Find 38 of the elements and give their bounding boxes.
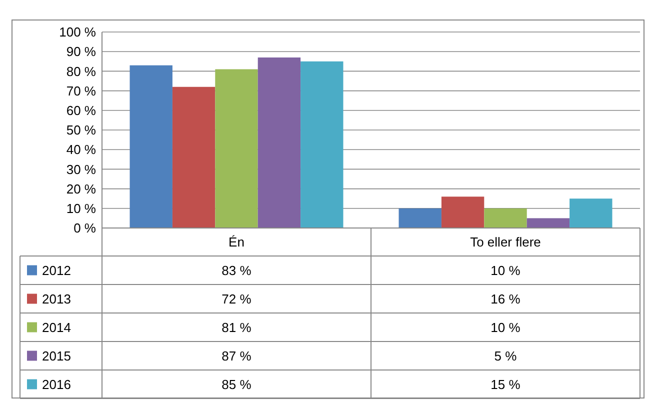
bar bbox=[130, 65, 172, 228]
bar bbox=[300, 61, 344, 228]
bar bbox=[484, 208, 527, 228]
bar bbox=[398, 208, 442, 228]
data-label: 72 % bbox=[222, 291, 252, 306]
y-tick-label: 0 % bbox=[74, 220, 96, 236]
data-label: 5 % bbox=[494, 348, 518, 364]
y-tick-label: 70 % bbox=[66, 83, 96, 98]
bar bbox=[441, 196, 484, 228]
bar bbox=[258, 57, 301, 228]
data-label: 15 % bbox=[490, 376, 521, 392]
data-label: 85 % bbox=[222, 376, 252, 392]
y-tick-label: 90 % bbox=[66, 44, 96, 60]
y-tick-label: 40 % bbox=[66, 142, 96, 158]
bar bbox=[526, 218, 570, 228]
y-tick-label: 60 % bbox=[66, 102, 96, 118]
y-tick-label: 80 % bbox=[66, 64, 96, 79]
bar bbox=[215, 69, 258, 228]
x-tick-label: Én bbox=[228, 234, 244, 250]
data-label: 87 % bbox=[222, 348, 252, 364]
bar bbox=[570, 198, 612, 228]
y-tick-label: 100 % bbox=[59, 24, 96, 40]
y-tick-label: 20 % bbox=[66, 181, 96, 196]
data-label: 81 % bbox=[222, 320, 252, 335]
y-tick-label: 30 % bbox=[66, 162, 96, 177]
data-label: 83 % bbox=[222, 262, 252, 278]
x-tick-label: To eller flere bbox=[470, 234, 541, 250]
legend-label: 2013 bbox=[42, 291, 71, 306]
legend-label: 2015 bbox=[42, 348, 71, 364]
data-label: 10 % bbox=[490, 320, 521, 335]
legend-label: 2016 bbox=[42, 376, 71, 392]
data-label: 16 % bbox=[490, 291, 521, 306]
legend-label: 2012 bbox=[42, 262, 71, 278]
data-label: 10 % bbox=[490, 262, 521, 278]
legend-label: 2014 bbox=[42, 320, 71, 335]
y-tick-label: 50 % bbox=[66, 122, 96, 138]
y-tick-label: 10 % bbox=[66, 200, 96, 216]
bar bbox=[172, 86, 216, 228]
